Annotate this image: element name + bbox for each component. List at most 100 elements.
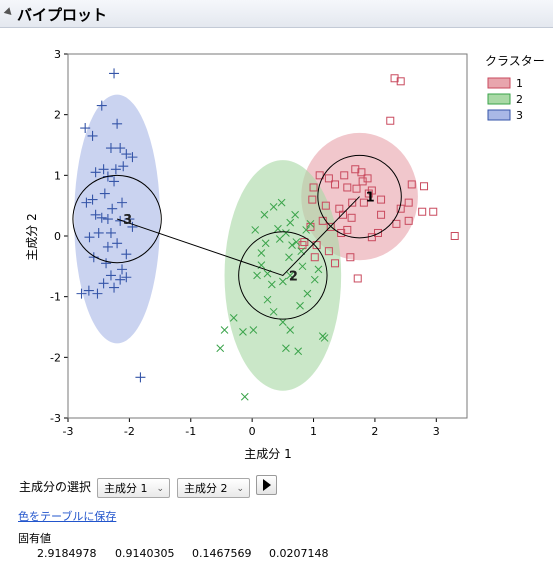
cluster-2-point bbox=[216, 344, 225, 353]
cluster-1-point bbox=[300, 238, 309, 247]
y-tick-label: -2 bbox=[50, 351, 61, 364]
cluster-1-point bbox=[429, 207, 438, 216]
cluster-3-point bbox=[90, 209, 101, 220]
cluster-2-point bbox=[298, 262, 307, 271]
cluster-3-point bbox=[107, 203, 118, 214]
cluster-1-point bbox=[337, 228, 346, 237]
cluster-3-point bbox=[117, 197, 128, 208]
y-component-select[interactable]: 主成分 2 ⌄ bbox=[177, 478, 250, 498]
cluster-1-point bbox=[324, 247, 333, 256]
cluster-3-point bbox=[80, 123, 91, 134]
report-header[interactable]: バイプロット bbox=[0, 0, 553, 28]
cluster-3-point bbox=[93, 227, 104, 238]
arrow-right-icon bbox=[263, 479, 271, 491]
cluster-3-point bbox=[121, 149, 132, 160]
cluster-1-point bbox=[326, 222, 335, 231]
cluster-2-point bbox=[269, 203, 278, 211]
cluster-3-point bbox=[112, 238, 123, 249]
x-component-select[interactable]: 主成分 1 ⌄ bbox=[97, 478, 170, 498]
chevron-down-icon: ⌄ bbox=[236, 484, 244, 494]
eigenvalues-label: 固有値 bbox=[18, 532, 51, 545]
cluster-1-point bbox=[373, 228, 382, 237]
cluster-3-point bbox=[96, 212, 107, 223]
plot-frame-border bbox=[67, 53, 468, 419]
cluster-3-point bbox=[102, 214, 113, 225]
legend-swatch-3 bbox=[487, 109, 511, 121]
cluster-2-point bbox=[278, 277, 287, 286]
cluster-3-point bbox=[105, 270, 116, 281]
cluster-3-point bbox=[135, 372, 146, 383]
cluster-2-point bbox=[292, 238, 301, 246]
cluster-1-point bbox=[343, 183, 352, 192]
legend-title: クラスター bbox=[485, 54, 545, 68]
cluster-3-point bbox=[96, 100, 107, 111]
cluster-3-point bbox=[76, 288, 87, 299]
cluster-1-circle bbox=[317, 154, 402, 239]
cluster-2-point bbox=[286, 218, 295, 227]
cluster-2-point bbox=[302, 226, 311, 234]
go-button[interactable] bbox=[256, 475, 277, 495]
cluster-3-point bbox=[83, 285, 94, 296]
x-tick-label: 2 bbox=[371, 425, 378, 438]
cluster-3-point bbox=[127, 152, 138, 163]
cluster-1-point bbox=[339, 210, 348, 219]
y-tick-label: -3 bbox=[50, 412, 61, 425]
cluster-1-point bbox=[324, 174, 333, 183]
cluster-2-point bbox=[267, 280, 276, 289]
cluster-1-label: 1 bbox=[366, 191, 375, 206]
chevron-down-icon: ⌄ bbox=[156, 484, 164, 494]
cluster-3-point bbox=[98, 164, 109, 175]
cluster-3-point bbox=[88, 252, 99, 263]
cluster-3-point bbox=[81, 197, 92, 208]
cluster-2-point bbox=[239, 327, 247, 336]
cluster-1-point bbox=[407, 180, 416, 189]
cluster-3-point bbox=[115, 143, 126, 154]
cluster-3-point bbox=[127, 221, 138, 232]
y-tick-label: -1 bbox=[50, 291, 61, 304]
legend-label-1: 1 bbox=[516, 77, 523, 90]
cluster-1-point bbox=[392, 219, 401, 228]
eigenvalue-1: 2.9184978 bbox=[37, 547, 97, 560]
cluster-2-point bbox=[277, 198, 286, 207]
cluster-3-point bbox=[115, 274, 126, 285]
cluster-2-point bbox=[320, 334, 329, 342]
cluster-2-point bbox=[291, 210, 299, 219]
cluster-2-point bbox=[251, 226, 260, 234]
cluster-2-point bbox=[294, 347, 303, 356]
cluster-3-point bbox=[121, 249, 132, 260]
cluster-1-point bbox=[359, 198, 368, 207]
cluster-1-point bbox=[312, 241, 321, 250]
cluster-1-point bbox=[377, 210, 386, 219]
cluster-1-point bbox=[377, 195, 386, 204]
biplot-chart: -3 -2 -1 0 1 2 3 -3 -2 -1 0 1 2 3 1 2 3 主成分 1 主成分 2 クラス… bbox=[25, 48, 545, 461]
cluster-2-point bbox=[269, 307, 278, 316]
cluster-2-point bbox=[282, 344, 290, 353]
cluster-3-point bbox=[109, 282, 120, 293]
y-component-select-value: 主成分 2 bbox=[184, 482, 228, 495]
cluster-1-point bbox=[309, 183, 318, 192]
cluster-1-point bbox=[308, 195, 317, 204]
cluster-2-point bbox=[263, 295, 272, 304]
save-colors-link[interactable]: 色をテーブルに保存 bbox=[18, 510, 117, 523]
legend-swatch-2 bbox=[487, 93, 511, 105]
cluster-2-circle bbox=[238, 231, 328, 320]
disclosure-triangle-icon[interactable] bbox=[3, 7, 15, 18]
x-axis-label: 主成分 1 bbox=[244, 447, 291, 461]
cluster-2-point bbox=[303, 289, 312, 298]
cluster-2-point bbox=[249, 326, 258, 334]
cluster-3-point bbox=[121, 272, 132, 283]
cluster-3-point bbox=[112, 118, 123, 129]
cluster-1-point bbox=[404, 198, 413, 207]
x-tick-label: 0 bbox=[249, 425, 256, 438]
component-select-label: 主成分の選択 bbox=[19, 480, 92, 494]
cluster-2-point bbox=[275, 235, 284, 243]
cluster-1-point bbox=[404, 216, 413, 225]
cluster-1-point bbox=[450, 232, 459, 240]
x-tick-label: 1 bbox=[310, 425, 317, 438]
legend-label-2: 2 bbox=[516, 93, 523, 106]
cluster-3-point bbox=[101, 258, 112, 269]
cluster-3-point bbox=[92, 288, 103, 299]
cluster-1-point bbox=[346, 253, 355, 262]
cluster-1-point bbox=[420, 182, 429, 191]
cluster-2-point bbox=[285, 253, 293, 262]
